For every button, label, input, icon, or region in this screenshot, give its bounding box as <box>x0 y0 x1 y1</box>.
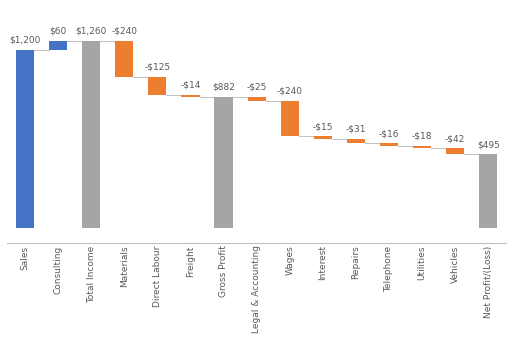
Bar <box>16 50 34 228</box>
Text: -$14: -$14 <box>180 81 201 90</box>
Text: -$16: -$16 <box>379 129 399 138</box>
Text: -$25: -$25 <box>246 83 267 92</box>
Bar <box>479 155 497 228</box>
Text: -$42: -$42 <box>445 134 465 143</box>
Bar <box>347 139 365 143</box>
Text: -$18: -$18 <box>412 132 432 140</box>
Text: $1,200: $1,200 <box>9 36 40 45</box>
Bar <box>446 148 464 155</box>
Bar <box>380 143 398 145</box>
Text: -$15: -$15 <box>312 122 333 131</box>
Text: $882: $882 <box>212 83 235 92</box>
Text: -$240: -$240 <box>111 27 137 36</box>
Bar <box>82 41 100 228</box>
Text: -$125: -$125 <box>144 62 170 72</box>
Bar <box>247 97 266 101</box>
Bar <box>413 145 431 148</box>
Bar <box>49 41 67 50</box>
Text: -$240: -$240 <box>276 87 303 96</box>
Bar <box>215 97 232 228</box>
Text: $1,260: $1,260 <box>75 27 107 36</box>
Bar <box>148 77 166 95</box>
Bar <box>115 41 133 77</box>
Text: $495: $495 <box>477 140 500 149</box>
Text: $60: $60 <box>50 27 67 36</box>
Bar <box>314 136 332 139</box>
Text: -$31: -$31 <box>346 124 366 134</box>
Bar <box>281 101 299 136</box>
Bar <box>181 95 200 97</box>
